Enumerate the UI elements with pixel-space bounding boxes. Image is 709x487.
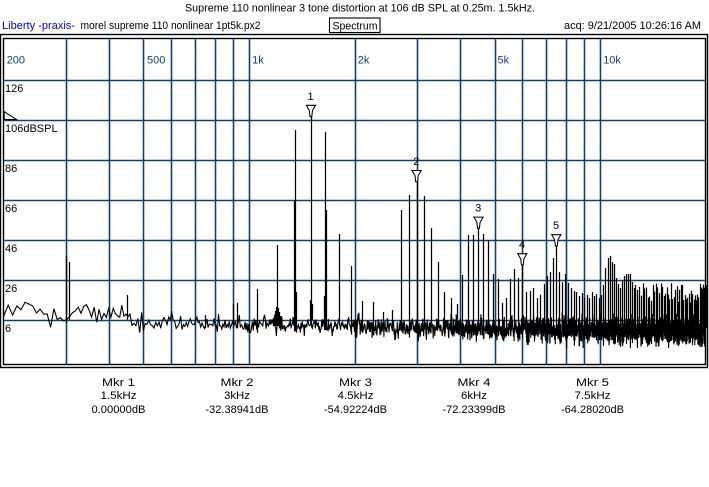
svg-text:10k: 10k	[603, 55, 621, 67]
svg-text:-54.92224dB: -54.92224dB	[324, 404, 387, 416]
svg-text:3: 3	[475, 203, 481, 215]
svg-text:86: 86	[5, 163, 17, 175]
svg-text:0.00000dB: 0.00000dB	[92, 404, 146, 416]
svg-text:1k: 1k	[252, 55, 264, 67]
svg-text:26: 26	[5, 283, 17, 295]
svg-text:1.5kHz: 1.5kHz	[101, 390, 137, 402]
svg-text:Spectrum: Spectrum	[333, 21, 378, 33]
svg-text:Supreme 110 nonlinear 3 tone d: Supreme 110 nonlinear 3 tone distortion …	[185, 3, 535, 15]
svg-text:Mkr 1: Mkr 1	[102, 377, 135, 389]
svg-text:500: 500	[147, 55, 165, 67]
svg-text:7.5kHz: 7.5kHz	[575, 390, 611, 402]
svg-text:morel supreme 110 nonlinear 1p: morel supreme 110 nonlinear 1pt5k.px2	[81, 20, 261, 32]
svg-text:3kHz: 3kHz	[224, 390, 250, 402]
svg-text:126: 126	[5, 83, 23, 95]
svg-text:-72.23399dB: -72.23399dB	[443, 404, 506, 416]
svg-text:Mkr 3: Mkr 3	[339, 377, 372, 389]
svg-text:66: 66	[5, 203, 17, 215]
svg-text:2: 2	[413, 156, 419, 168]
svg-text:1: 1	[308, 91, 314, 103]
svg-text:4: 4	[519, 239, 525, 251]
svg-text:6kHz: 6kHz	[461, 390, 487, 402]
svg-text:Mkr 5: Mkr 5	[576, 377, 609, 389]
svg-text:Mkr 2: Mkr 2	[221, 377, 254, 389]
svg-text:Mkr 4: Mkr 4	[458, 377, 491, 389]
svg-text:46: 46	[5, 243, 17, 255]
svg-text:200: 200	[7, 55, 25, 67]
svg-text:-32.38941dB: -32.38941dB	[206, 404, 269, 416]
svg-text:2k: 2k	[358, 55, 370, 67]
svg-text:5k: 5k	[498, 55, 510, 67]
svg-text:-64.28020dB: -64.28020dB	[561, 404, 624, 416]
svg-text:106dBSPL: 106dBSPL	[5, 123, 58, 135]
svg-text:6: 6	[5, 323, 11, 335]
svg-text:4.5kHz: 4.5kHz	[338, 390, 374, 402]
svg-text:5: 5	[553, 220, 559, 232]
svg-text:Liberty -praxis-: Liberty -praxis-	[2, 20, 75, 32]
svg-text:acq: 9/21/2005 10:26:16 AM: acq: 9/21/2005 10:26:16 AM	[564, 20, 701, 32]
